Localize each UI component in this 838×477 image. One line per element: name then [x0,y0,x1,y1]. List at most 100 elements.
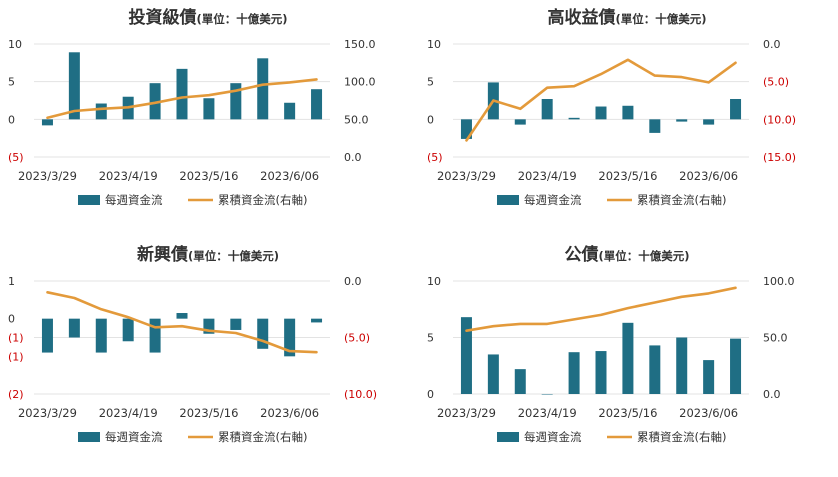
bar [68,52,80,120]
left-axis-tick-label: 1 [8,275,15,288]
left-axis-tick-label: (5) [427,151,443,164]
left-axis-tick-label: (2) [8,388,24,401]
legend: 每週資金流 累積資金流(右軸) [497,193,726,207]
legend-bar-label: 每週資金流 [524,430,582,444]
bar [622,105,634,120]
bar [230,83,242,120]
bar [730,98,742,120]
legend-bar-swatch [497,432,519,442]
x-axis-tick-label: 2023/3/29 [437,169,496,183]
chart-svg: 投資級債(單位：十億美元) 10 5 0 (5) 150.0 100.0 50.0 0.0 202… [8,7,376,207]
left-axis-tick-label: 5 [8,76,15,89]
legend-line-label: 累積資金流(右軸) [218,430,307,444]
right-axis-tick-label: (10.0) [763,113,796,126]
bar [730,338,742,394]
bar [311,89,323,120]
right-axis-tick-label: 0.0 [763,38,781,51]
bar [311,318,323,323]
chart-svg: 公債(單位：十億美元) 10 5 0 100.0 50.0 0.0 2023/3/29 2023… [427,244,795,444]
chart-title: 高收益債(單位：十億美元) [547,7,706,28]
bar [41,318,53,353]
series-line [46,290,318,354]
x-axis-tick-label: 2023/4/19 [99,406,158,420]
legend-line-label: 累積資金流(右軸) [637,193,726,207]
left-axis-tick-label: (1) [8,350,24,363]
bar [568,117,580,120]
bar [595,351,607,394]
left-axis-tick-label: 0 [427,388,434,401]
bar [230,318,242,330]
right-axis-tick-label: 100.0 [763,275,795,288]
bar [203,318,215,334]
legend: 每週資金流 累積資金流(右軸) [78,193,307,207]
right-axis-tick-label: 0.0 [763,388,781,401]
x-axis-tick-label: 2023/5/16 [179,169,238,183]
right-axis-tick-label: 100.0 [344,76,376,89]
chart-title: 投資級債(單位：十億美元) [128,7,287,28]
chart-panel-investment-grade: 投資級債(單位：十億美元) 10 5 0 (5) 150.0 100.0 50.0 0.0 202… [0,0,419,236]
bar [257,318,269,349]
series-line [465,286,737,332]
right-axis-tick-label: (5.0) [344,332,370,345]
chart-title: 新興債(單位：十億美元) [137,244,279,265]
bar [203,98,215,120]
bar [676,119,688,122]
x-axis-tick-label: 2023/3/29 [18,406,77,420]
bar [176,68,188,120]
bar [541,98,553,120]
legend-bar-label: 每週資金流 [524,193,582,207]
bar [649,119,661,133]
bar [149,318,161,353]
bar [149,83,161,120]
bar [95,103,107,120]
legend-line-label: 累積資金流(右軸) [637,430,726,444]
x-axis-tick-label: 2023/4/19 [99,169,158,183]
left-axis-tick-label: 0 [8,313,15,326]
bar [487,354,499,394]
right-axis-tick-label: (10.0) [344,388,377,401]
x-axis-tick-label: 2023/6/06 [260,406,319,420]
chart-title: 公債(單位：十億美元) [564,244,689,265]
x-axis-tick-label: 2023/5/16 [598,406,657,420]
left-axis-tick-label: (1) [8,332,24,345]
left-axis-tick-label: 0 [8,113,15,126]
x-axis-tick-label: 2023/4/19 [518,406,577,420]
bar [460,317,472,394]
x-axis-tick-label: 2023/5/16 [598,169,657,183]
legend-bar-label: 每週資金流 [105,430,163,444]
left-axis-tick-label: 0 [427,113,434,126]
left-axis-tick-label: 10 [427,38,441,51]
left-axis-tick-label: 5 [427,332,434,345]
bar [122,318,134,342]
legend-bar-swatch [78,195,100,205]
bar [41,119,53,126]
left-axis-tick-label: 5 [427,76,434,89]
bar [703,360,715,394]
legend-line-label: 累積資金流(右軸) [218,193,307,207]
chart-panel-treasury: 公債(單位：十億美元) 10 5 0 100.0 50.0 0.0 2023/3/29 2023… [419,237,838,473]
chart-panel-emerging-market: 新興債(單位：十億美元) 1 0 (1) (1) (2) 0.0 (5.0) (10.0) 202… [0,237,419,473]
left-axis-tick-label: 10 [8,38,22,51]
left-axis-tick-label: (5) [8,151,24,164]
legend-bar-label: 每週資金流 [105,193,163,207]
bar [622,322,634,394]
x-axis-tick-label: 2023/6/06 [260,169,319,183]
bar [676,337,688,394]
x-axis-tick-label: 2023/3/29 [18,169,77,183]
legend: 每週資金流 累積資金流(右軸) [497,430,726,444]
bar [703,119,715,125]
series-line [465,58,737,142]
x-axis-tick-label: 2023/3/29 [437,406,496,420]
bar [514,119,526,125]
bar [68,318,80,338]
x-axis-tick-label: 2023/5/16 [179,406,238,420]
bar [460,119,472,139]
right-axis-tick-label: 50.0 [763,332,788,345]
bar [284,318,296,357]
chart-panel-high-yield: 高收益債(單位：十億美元) 10 5 0 (5) 0.0 (5.0) (10.0) (15.0)… [419,0,838,236]
chart-svg: 新興債(單位：十億美元) 1 0 (1) (1) (2) 0.0 (5.0) (10.0) 202… [8,244,377,444]
bar [176,313,188,319]
right-axis-tick-label: (15.0) [763,151,796,164]
bar [257,58,269,120]
